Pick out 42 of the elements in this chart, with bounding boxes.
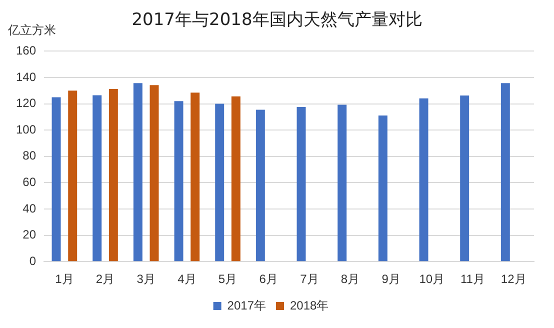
bar bbox=[68, 90, 78, 262]
x-tick-label: 11月 bbox=[460, 272, 485, 286]
y-tick-label: 60 bbox=[22, 175, 36, 190]
x-tick-label: 3月 bbox=[136, 272, 156, 286]
bar bbox=[500, 83, 510, 262]
y-tick-label: 20 bbox=[22, 228, 36, 242]
x-tick-label: 5月 bbox=[218, 272, 238, 286]
y-tick-label: 140 bbox=[16, 70, 36, 84]
x-tick-label: 2月 bbox=[96, 272, 115, 286]
legend-label: 2018年 bbox=[290, 298, 329, 312]
x-tick-label: 1月 bbox=[55, 272, 74, 286]
bar bbox=[108, 88, 118, 262]
bar bbox=[190, 92, 200, 262]
y-tick-label: 100 bbox=[16, 122, 36, 136]
bar bbox=[419, 98, 428, 262]
x-tick-label: 10月 bbox=[419, 272, 445, 286]
x-tick-label: 4月 bbox=[178, 272, 196, 286]
y-tick-label: 0 bbox=[29, 254, 36, 268]
bar bbox=[378, 116, 388, 262]
bar bbox=[460, 96, 470, 262]
y-tick-label: 40 bbox=[22, 201, 36, 216]
bar bbox=[215, 104, 224, 262]
bar bbox=[231, 96, 240, 262]
x-tick-label: 9月 bbox=[382, 272, 400, 286]
bar bbox=[296, 106, 306, 262]
y-tick-label: 120 bbox=[16, 96, 36, 110]
x-tick-label: 8月 bbox=[340, 272, 360, 286]
bar bbox=[133, 83, 142, 262]
x-tick-label: 12月 bbox=[500, 272, 526, 286]
y-axis-title: 亿立方米 bbox=[8, 22, 56, 39]
bar bbox=[256, 110, 265, 262]
chart-title: 2017年与2018年国内天然气产量对比 bbox=[132, 10, 422, 30]
y-tick-label: 160 bbox=[16, 44, 36, 58]
x-tick-label: 6月 bbox=[259, 272, 278, 286]
bar bbox=[338, 104, 347, 262]
bar bbox=[52, 97, 61, 262]
y-tick-label: 80 bbox=[22, 148, 36, 163]
bar bbox=[92, 95, 102, 262]
bar bbox=[174, 101, 184, 262]
bar bbox=[150, 85, 159, 262]
legend-label: 2017年 bbox=[227, 298, 266, 312]
x-tick-label: 7月 bbox=[300, 272, 319, 286]
